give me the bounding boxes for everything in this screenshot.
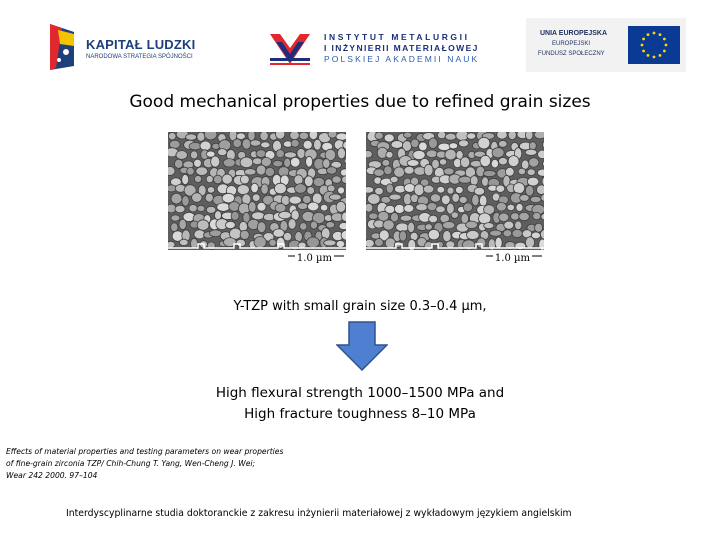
institute-name-line3: POLSKIEJ AKADEMII NAUK bbox=[324, 54, 480, 64]
micrograph-left: 1.0 µm bbox=[168, 132, 346, 266]
scale-bar-label: 1.0 µm bbox=[294, 253, 334, 264]
header-logos: KAPITAŁ LUDZKI NARODOWA STRATEGIA SPÓJNO… bbox=[0, 0, 720, 80]
reference-line2: of fine-grain zirconia TZP/ Chih-Chung T… bbox=[6, 459, 256, 468]
flexural-strength-text: High flexural strength 1000–1500 MPa and bbox=[215, 385, 505, 401]
footer-text: Interdyscyplinarne studia doktoranckie z… bbox=[66, 508, 572, 519]
eu-logo-line1: UNIA EUROPEJSKA bbox=[540, 30, 608, 37]
institute-name-line1: INSTYTUT METALURGII bbox=[324, 32, 470, 42]
reference-citation: Effects of material properties and testi… bbox=[6, 446, 283, 482]
grain-texture-right bbox=[366, 132, 544, 266]
institute-logo: INSTYTUT METALURGII I INŻYNIERII MATERIA… bbox=[266, 24, 477, 70]
eu-logo-line3: FUNDUSZ SPOŁECZNY bbox=[538, 51, 605, 57]
institute-mark-icon bbox=[270, 34, 310, 65]
fracture-toughness-text: High fracture toughness 8–10 MPa bbox=[244, 406, 476, 422]
micrograph-right: 1.0 µm bbox=[366, 132, 544, 266]
scale-bar-label: 1.0 µm bbox=[492, 253, 532, 264]
kapital-ludzki-name: KAPITAŁ LUDZKI bbox=[86, 37, 196, 52]
grain-texture-left bbox=[168, 132, 346, 266]
grain-size-caption: Y-TZP with small grain size 0.3–0.4 µm, bbox=[233, 299, 487, 314]
eu-flag-icon bbox=[628, 26, 680, 64]
slide-title: Good mechanical properties due to refine… bbox=[129, 92, 591, 112]
institute-name-line2: I INŻYNIERII MATERIAŁOWEJ bbox=[324, 43, 479, 53]
eu-logo-line2: EUROPEJSKI bbox=[552, 41, 591, 47]
reference-line1: Effects of material properties and testi… bbox=[6, 447, 284, 456]
kapital-ludzki-flag-icon bbox=[50, 24, 74, 70]
eu-logo: UNIA EUROPEJSKA EUROPEJSKI FUNDUSZ SPOŁE… bbox=[526, 18, 686, 72]
properties-result: High flexural strength 1000–1500 MPa and… bbox=[0, 383, 720, 425]
reference-line3: Wear 242 2000. 97–104 bbox=[6, 471, 98, 480]
arrow-down-icon bbox=[336, 321, 388, 371]
kapital-ludzki-logo: KAPITAŁ LUDZKI NARODOWA STRATEGIA SPÓJNO… bbox=[40, 20, 210, 76]
kapital-ludzki-subtitle: NARODOWA STRATEGIA SPÓJNOŚCI bbox=[86, 54, 193, 60]
